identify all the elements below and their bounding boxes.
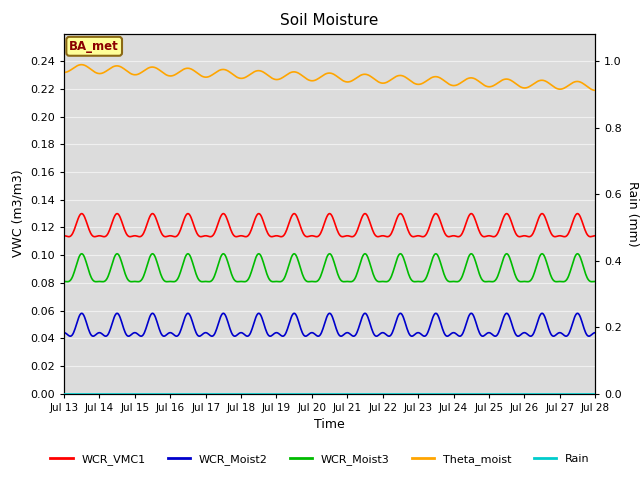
X-axis label: Time: Time xyxy=(314,418,345,431)
Title: Soil Moisture: Soil Moisture xyxy=(280,13,379,28)
Legend: WCR_VMC1, WCR_Moist2, WCR_Moist3, Theta_moist, Rain: WCR_VMC1, WCR_Moist2, WCR_Moist3, Theta_… xyxy=(46,450,594,469)
Y-axis label: Rain (mm): Rain (mm) xyxy=(626,181,639,246)
Y-axis label: VWC (m3/m3): VWC (m3/m3) xyxy=(12,170,24,257)
Text: BA_met: BA_met xyxy=(69,40,119,53)
